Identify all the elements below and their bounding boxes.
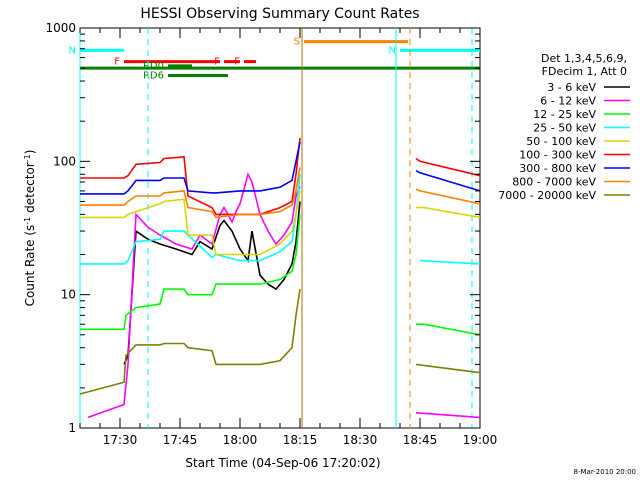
y-axis-label-part-e: ) <box>23 150 37 155</box>
series-line-post-gap <box>416 323 481 336</box>
series-line <box>123 201 301 365</box>
y-tick-label: 10 <box>61 288 76 302</box>
flag-label: N <box>389 45 396 56</box>
series-line <box>80 174 301 265</box>
x-axis-label: Start Time (04-Sep-06 17:20:02) <box>185 456 380 470</box>
flag-label: N <box>69 45 76 56</box>
series-line-post-gap <box>415 363 481 374</box>
x-tick-label: 19:00 <box>463 433 498 447</box>
flag-label: F <box>114 57 120 68</box>
series-line <box>80 190 301 256</box>
series-line <box>79 288 301 395</box>
legend-entry-label: 6 - 12 keV <box>540 95 596 108</box>
x-tick-label: 18:15 <box>283 433 318 447</box>
series-line <box>87 172 301 419</box>
y-axis-label-exp-2: -1 <box>23 154 32 162</box>
footer-date: 8-Mar-2010 20:00 <box>574 468 636 476</box>
x-tick-label: 18:30 <box>343 433 378 447</box>
y-tick-label: 1000 <box>45 21 76 35</box>
x-tick-label: 17:45 <box>163 433 198 447</box>
series-line <box>80 141 301 195</box>
legend-entry-label: 300 - 800 keV <box>519 162 596 175</box>
x-tick-label: 18:00 <box>223 433 258 447</box>
flag-label: F <box>214 57 220 68</box>
legend-entry-label: 25 - 50 keV <box>533 122 596 135</box>
x-tick-label: 17:30 <box>103 433 138 447</box>
legend-entry-label: 50 - 100 keV <box>526 135 596 148</box>
legend: Det 1,3,4,5,6,9,FDecim 1, Att 0 3 - 6 keV… <box>498 52 630 202</box>
flag-label: F <box>234 57 240 68</box>
chart-title: HESSI Observing Summary Count Rates <box>140 6 419 22</box>
y-axis-label-part-a: Count Rate (s <box>23 225 37 307</box>
series-line <box>80 137 301 216</box>
legend-header: FDecim 1, Att 0 <box>542 65 627 78</box>
y-axis-label-exp-1: -1 <box>23 217 32 225</box>
legend-entry-label: 100 - 300 keV <box>519 149 596 162</box>
series-line <box>80 167 301 219</box>
series-line-post-gap <box>415 188 481 205</box>
flag-label: RD6 <box>143 71 164 82</box>
x-axis: 17:30 17:45 18:00 18:15 18:30 18:45 19:00 <box>79 28 498 447</box>
series-lines <box>79 137 481 419</box>
plot-frame <box>79 27 481 429</box>
flag-label: RD0 <box>143 61 164 72</box>
y-axis-label: Count Rate (s-1 detector-1) <box>23 150 38 307</box>
legend-entry-label: 3 - 6 keV <box>547 81 596 94</box>
series-line-post-gap <box>419 259 481 265</box>
flag-label: S <box>294 37 300 48</box>
vertical-markers <box>79 28 473 428</box>
legend-entry-label: 800 - 7000 keV <box>512 176 596 189</box>
y-tick-label: 100 <box>53 154 76 168</box>
series-line-post-gap <box>416 206 481 219</box>
y-axis: 1 10 100 1000 <box>45 21 480 435</box>
legend-entry-label: 12 - 25 keV <box>533 108 596 121</box>
y-tick-label: 1 <box>68 421 76 435</box>
x-tick-label: 18:45 <box>403 433 438 447</box>
legend-header: Det 1,3,4,5,6,9, <box>541 52 627 65</box>
series-line-post-gap <box>415 412 481 419</box>
legend-entry-label: 7000 - 20000 keV <box>498 189 596 202</box>
y-axis-label-part-c: detector <box>23 162 37 217</box>
series-line-post-gap <box>415 157 481 177</box>
series-line <box>80 214 301 331</box>
series-line-post-gap <box>415 169 481 192</box>
